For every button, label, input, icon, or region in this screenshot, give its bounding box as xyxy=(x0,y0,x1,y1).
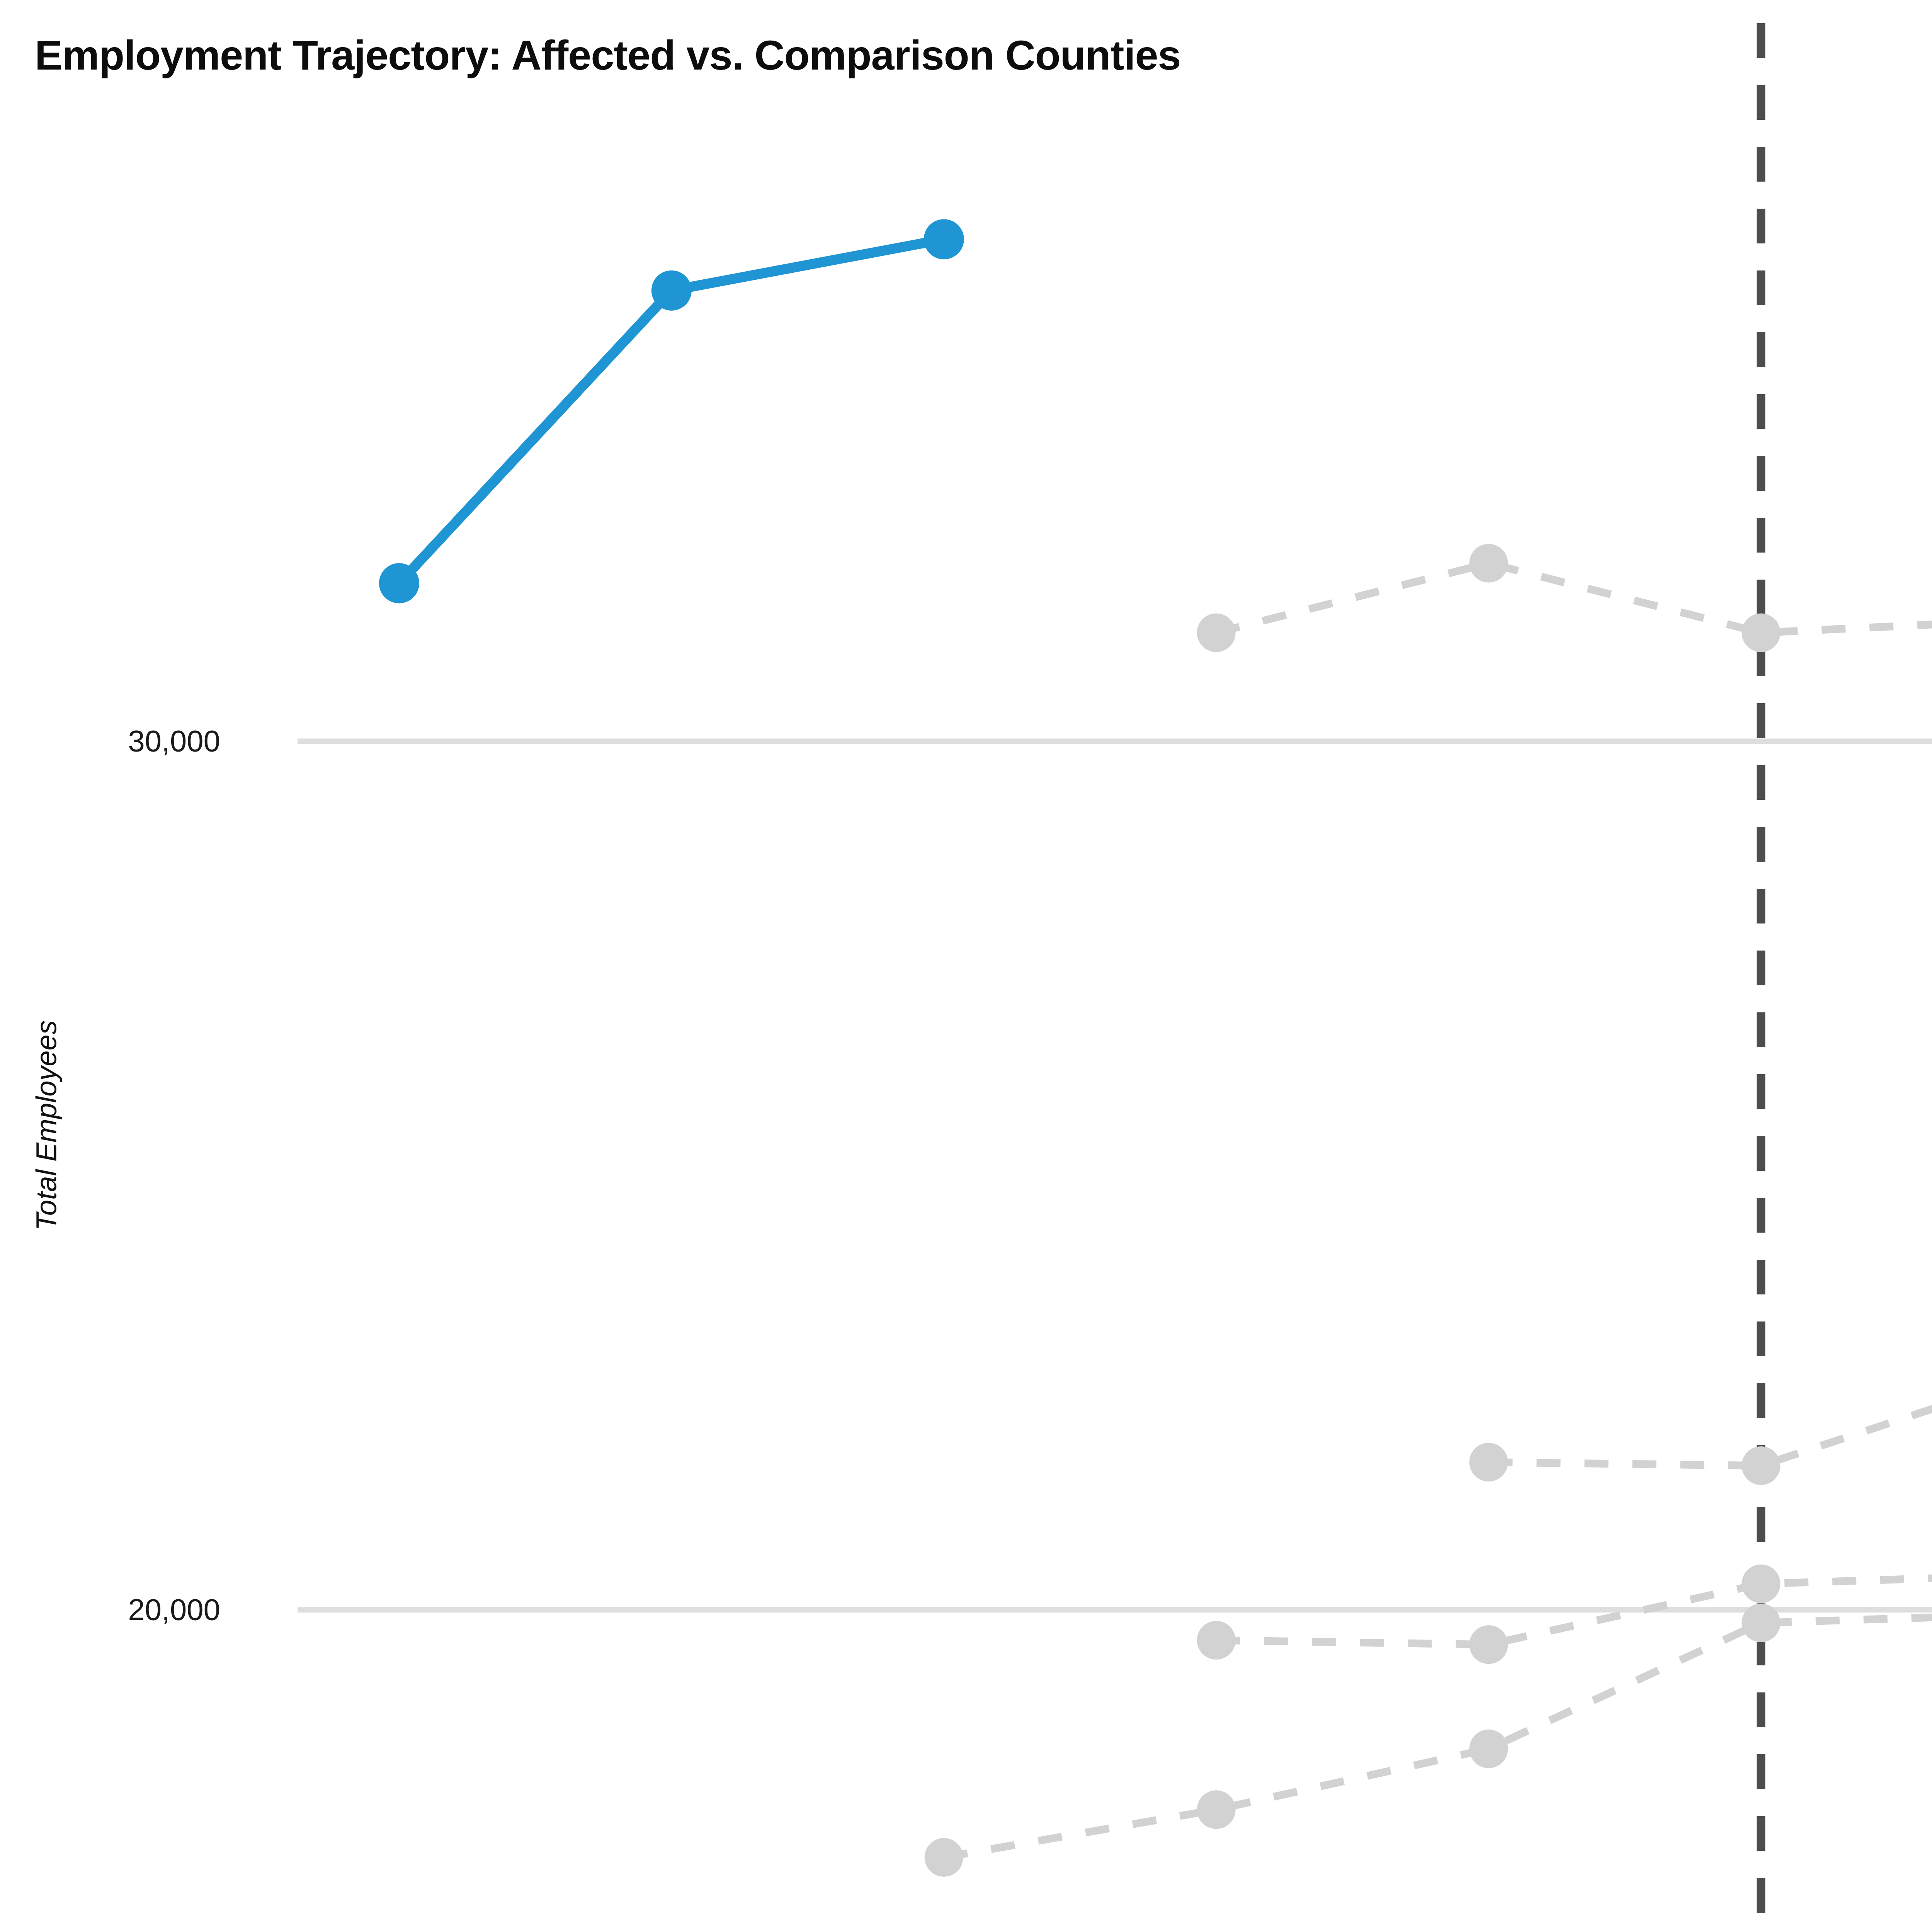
data-point xyxy=(1742,613,1781,652)
y-tick-label: 20,000 xyxy=(128,1592,220,1627)
data-point xyxy=(1469,1729,1508,1768)
series-comparison-1 xyxy=(1197,544,1932,652)
series-line xyxy=(1216,1574,1932,1649)
data-point xyxy=(1742,1446,1781,1485)
series-line xyxy=(1488,1405,1932,1470)
data-point xyxy=(379,563,419,604)
data-point xyxy=(1197,1621,1236,1660)
data-point xyxy=(1197,1790,1236,1829)
y-axis-label: Total Employees xyxy=(30,1020,63,1231)
series-comparison-3 xyxy=(1197,1564,1932,1664)
series-line xyxy=(1216,1836,1932,1932)
y-tick-label: 30,000 xyxy=(128,724,220,758)
data-point xyxy=(1742,1603,1781,1642)
data-point xyxy=(1469,544,1508,583)
data-point xyxy=(923,219,964,260)
data-point xyxy=(651,270,692,311)
chart-title: Employment Trajectory: Affected vs. Comp… xyxy=(35,32,1181,78)
series-comparison-5 xyxy=(1197,1816,1932,1932)
series-comparison-2 xyxy=(1469,1405,1932,1485)
data-point xyxy=(924,1838,963,1877)
data-point xyxy=(1469,1443,1508,1482)
series-comparison-4 xyxy=(924,1603,1932,1877)
data-point xyxy=(1197,613,1236,652)
data-point xyxy=(1742,1564,1781,1603)
series-line xyxy=(943,1613,1932,1861)
series-line xyxy=(1215,559,1932,637)
data-point xyxy=(1469,1625,1508,1664)
series-affected-0 xyxy=(379,219,964,604)
